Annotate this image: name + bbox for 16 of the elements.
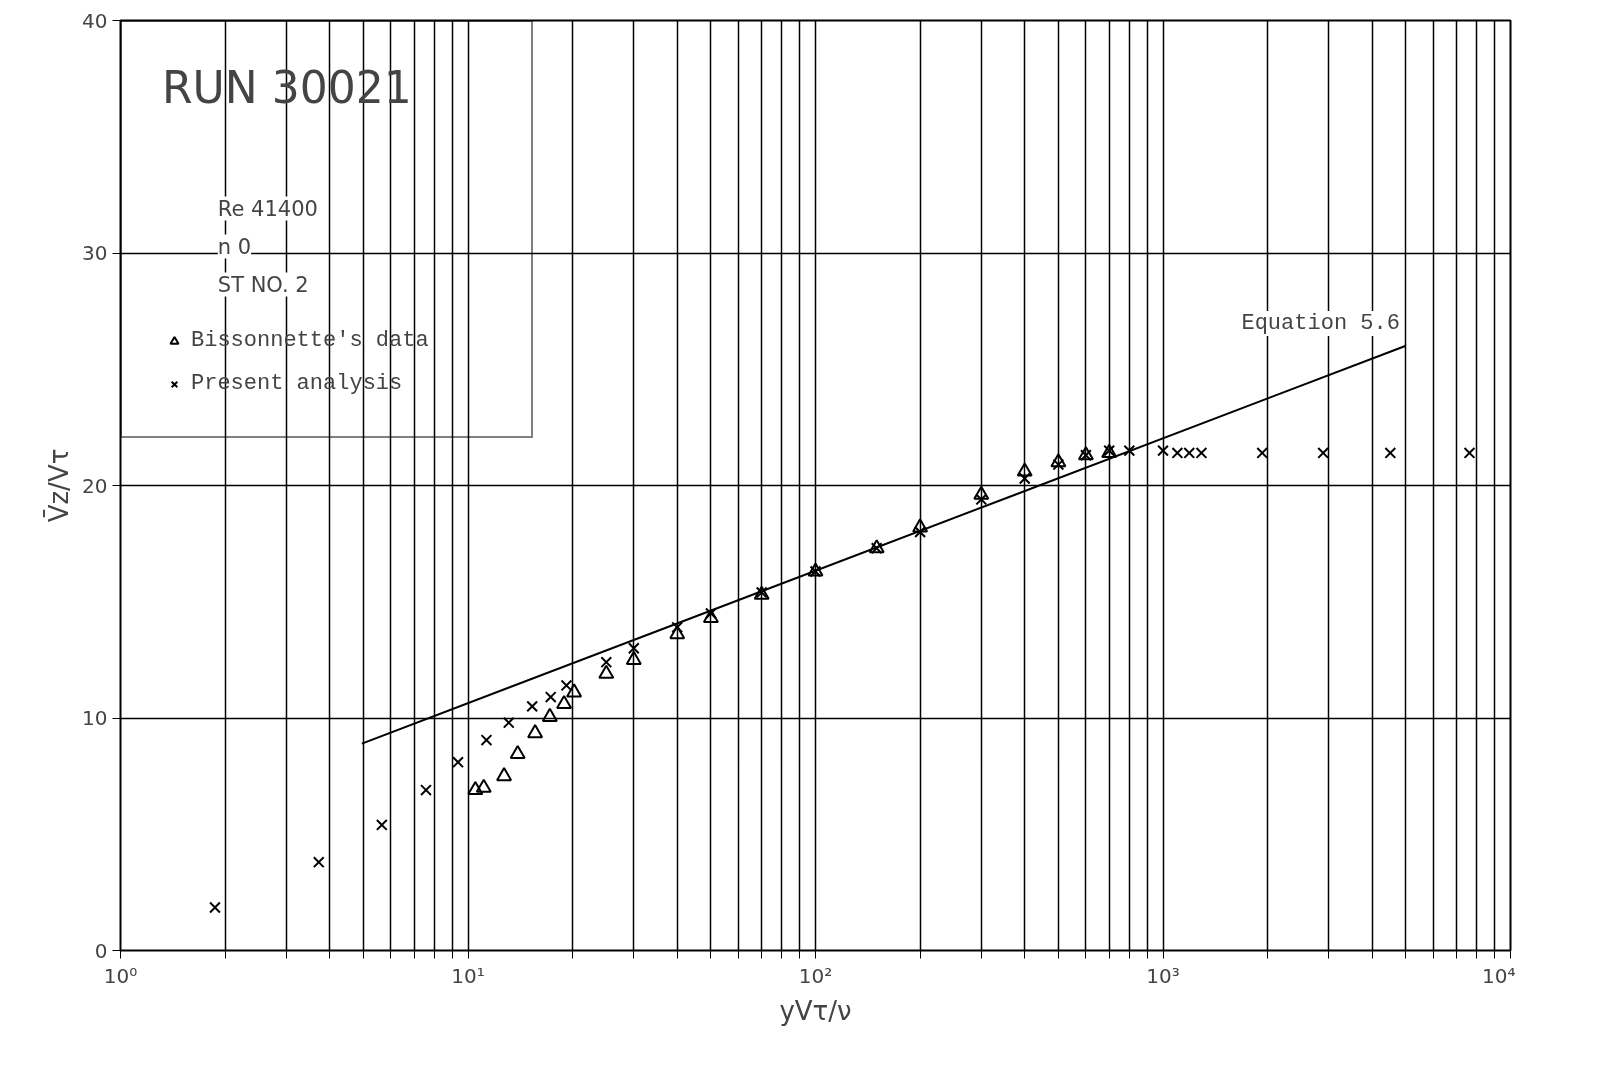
- x-tick-label: 10³: [1146, 963, 1180, 988]
- y-tick-label: 20: [82, 473, 108, 498]
- annotation: n 0: [217, 234, 252, 259]
- y-tick-label: 0: [94, 938, 108, 963]
- annotation: ST NO. 2: [217, 272, 309, 297]
- x-tick-label: 10⁴: [1482, 963, 1516, 988]
- x-tick-label: 10²: [798, 963, 833, 988]
- x-tick-label: 10¹: [451, 963, 485, 988]
- y-axis-title: V̄z/Vτ: [43, 448, 75, 523]
- x-tick-label: 10⁰: [103, 963, 138, 988]
- annotation: Equation 5.6: [1241, 311, 1400, 336]
- y-tick-label: 30: [82, 241, 108, 265]
- annotation: Re 41400: [217, 196, 318, 221]
- y-tick-label: 40: [82, 8, 108, 33]
- x-axis-title: yVτ/ν: [779, 995, 852, 1026]
- y-tick-label: 10: [82, 706, 108, 730]
